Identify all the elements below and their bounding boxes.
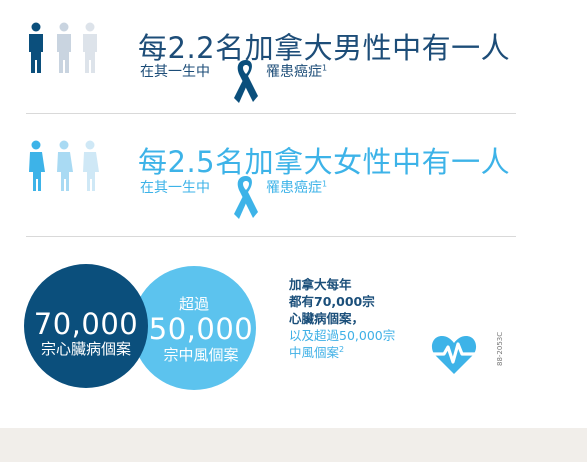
women-sub-before: 在其一生中: [140, 180, 210, 196]
side-line-5-wrap: 中風個案2: [289, 344, 429, 361]
stroke-prefix: 超過: [178, 295, 209, 313]
men-subline: 在其一生中: [140, 64, 210, 80]
male-figure-dark: [29, 22, 43, 73]
female-figure-blue: [29, 140, 45, 191]
heart-disease-circle: 70,000 宗心臟病個案: [24, 264, 148, 388]
men-sub-before: 在其一生中: [140, 64, 210, 80]
document-code: 88-2053C: [496, 331, 504, 366]
men-footnote: 1: [322, 63, 328, 73]
male-figure-light: [83, 22, 97, 73]
women-footnote: 1: [322, 179, 328, 189]
women-subline: 在其一生中: [140, 180, 210, 196]
men-sub-after-wrap: 罹患癌症1: [266, 64, 327, 80]
female-figure-lightest: [83, 140, 99, 191]
dark-ribbon-icon: [234, 60, 258, 103]
heartbeat-heart-icon: [430, 336, 478, 374]
divider-2: [26, 236, 516, 237]
side-text: 加拿大每年 都有70,000宗 心臟病個案， 以及超過50,000宗 中風個案2: [289, 276, 429, 361]
side-line-1: 加拿大每年: [289, 277, 352, 292]
light-ribbon-icon: [234, 176, 258, 219]
male-figure-medium: [57, 22, 71, 73]
side-line-3: 心臟病個案，: [289, 311, 365, 326]
female-figure-pale: [57, 140, 73, 191]
stroke-circle: 超過 50,000 宗中風個案: [132, 266, 256, 390]
men-headline: 每2.2名加拿大男性中有一人: [138, 31, 511, 65]
side-line-5: 中風個案: [289, 345, 340, 360]
men-sub-after: 罹患癌症: [266, 64, 322, 80]
footer-bar: [0, 428, 587, 462]
side-line-2: 都有70,000宗: [289, 294, 375, 309]
heart-number: 70,000: [33, 307, 139, 341]
stroke-label: 宗中風個案: [163, 346, 239, 364]
divider-1: [26, 113, 516, 114]
stroke-number: 50,000: [148, 312, 254, 346]
male-figures-icon: [29, 22, 97, 73]
heart-label: 宗心臟病個案: [40, 340, 131, 358]
women-sub-after: 罹患癌症: [266, 180, 322, 196]
women-headline: 每2.5名加拿大女性中有一人: [138, 145, 511, 179]
women-sub-after-wrap: 罹患癌症1: [266, 180, 327, 196]
side-line-4: 以及超過50,000宗: [289, 328, 396, 343]
female-figures-icon: [29, 140, 99, 191]
side-footnote: 2: [339, 344, 345, 354]
